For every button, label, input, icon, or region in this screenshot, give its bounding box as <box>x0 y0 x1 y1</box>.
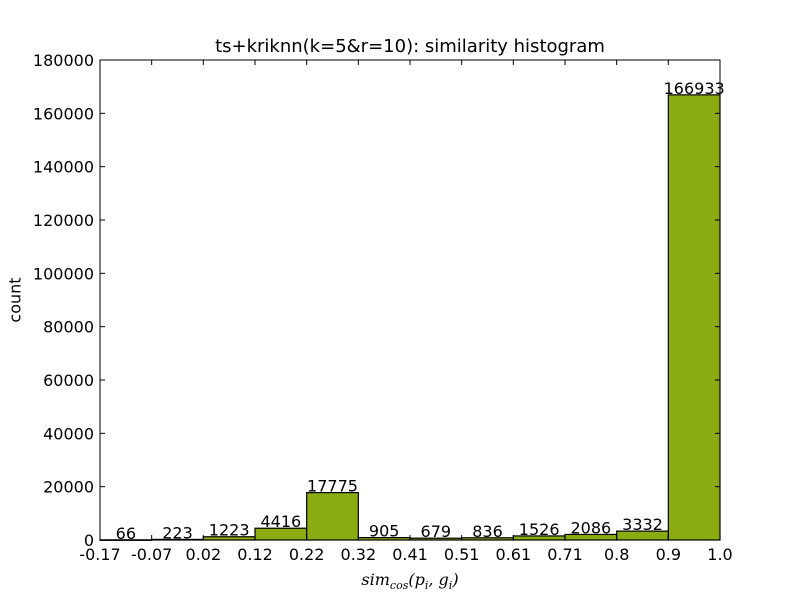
x-tick-label: 1.0 <box>707 545 732 564</box>
y-tick-label: 0 <box>84 531 94 550</box>
y-tick-label: 60000 <box>43 371 94 390</box>
x-tick-label: 0.41 <box>392 545 428 564</box>
x-tick-label: -0.17 <box>79 545 120 564</box>
chart-title: ts+kriknn(k=5&r=10): similarity histogra… <box>215 36 605 57</box>
histogram-bar <box>667 94 721 541</box>
x-tick-label: 0.02 <box>186 545 222 564</box>
bar-value-label: 679 <box>421 522 452 541</box>
y-tick-label: 20000 <box>43 478 94 497</box>
y-tick-label: 40000 <box>43 424 94 443</box>
y-tick-label: 80000 <box>43 318 94 337</box>
y-tick-label: 120000 <box>33 211 94 230</box>
bar-value-label: 17775 <box>307 477 358 496</box>
x-tick-label: 0.8 <box>604 545 629 564</box>
x-tick-label: 0.61 <box>496 545 532 564</box>
x-tick-label: 0.71 <box>547 545 583 564</box>
bar-value-label: 166933 <box>664 79 725 98</box>
bar-value-label: 1526 <box>519 520 560 539</box>
x-axis-label-text: simcos(pi, gi) <box>361 570 459 593</box>
bar-value-label: 1223 <box>209 521 250 540</box>
bar-value-label: 2086 <box>570 518 611 537</box>
x-tick-label: 0.22 <box>289 545 325 564</box>
y-tick-label: 180000 <box>33 51 94 70</box>
bar-value-label: 3332 <box>622 515 663 534</box>
x-axis-label: simcos(pi, gi) <box>361 570 458 592</box>
bar-value-label: 66 <box>116 524 136 543</box>
y-tick-label: 160000 <box>33 104 94 123</box>
x-tick-label: 0.51 <box>444 545 480 564</box>
x-tick-label: 0.9 <box>656 545 681 564</box>
histogram-bar <box>306 492 359 541</box>
bar-value-label: 836 <box>472 522 503 541</box>
x-tick-label: 0.12 <box>237 545 273 564</box>
bar-value-label: 4416 <box>260 512 301 531</box>
bar-value-label: 223 <box>162 523 193 542</box>
plot-frame <box>99 59 721 541</box>
x-tick-label: 0.32 <box>341 545 377 564</box>
y-tick-label: 140000 <box>33 158 94 177</box>
bar-value-label: 905 <box>369 522 400 541</box>
x-tick-label: -0.07 <box>131 545 172 564</box>
y-tick-label: 100000 <box>33 264 94 283</box>
